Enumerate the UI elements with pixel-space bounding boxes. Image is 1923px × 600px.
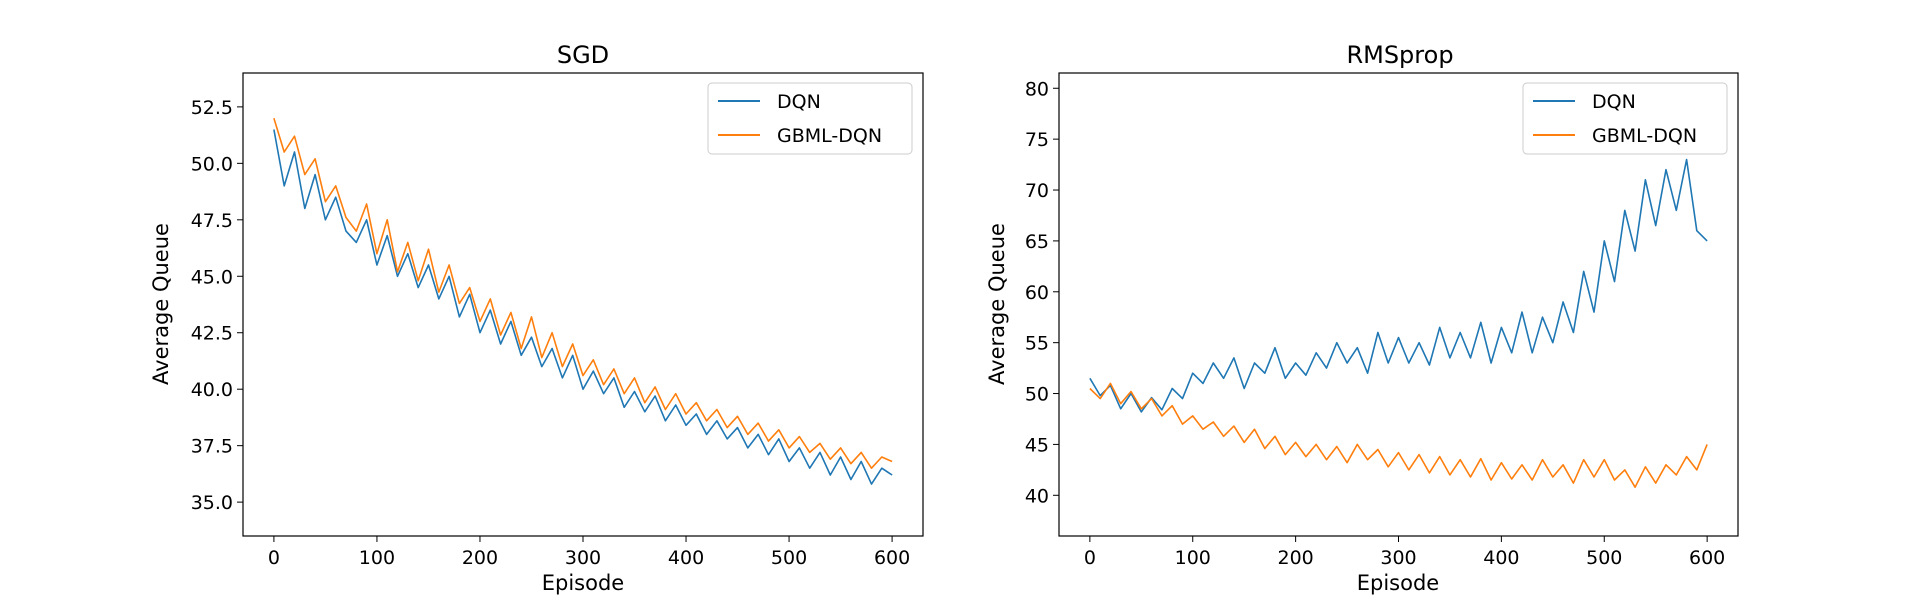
x-tick-label: 400	[668, 547, 704, 569]
x-tick-label: 0	[268, 547, 280, 569]
series-line-gbml-dqn	[1089, 382, 1708, 489]
x-tick-label: 0	[1084, 547, 1096, 569]
x-tick-label: 300	[1380, 547, 1416, 569]
x-tick-label: 300	[565, 547, 601, 569]
y-tick-label: 37.5	[191, 436, 233, 458]
x-tick-label: 100	[1175, 547, 1211, 569]
plot-area	[1089, 158, 1708, 489]
x-tick-label: 200	[462, 547, 498, 569]
x-axis-ticks: 0 100 200 300 400 500 600	[268, 536, 910, 569]
series-line-dqn	[273, 129, 893, 485]
x-axis-ticks: 0 100 200 300 400 500 600	[1084, 536, 1725, 569]
legend: DQN GBML-DQN	[1522, 82, 1728, 155]
legend-label-gbml-dqn: GBML-DQN	[1592, 125, 1697, 147]
x-tick-label: 200	[1277, 547, 1313, 569]
y-tick-label: 40.0	[191, 379, 233, 401]
y-tick-label: 70	[1025, 180, 1049, 202]
y-tick-label: 65	[1025, 231, 1049, 253]
y-tick-label: 42.5	[191, 323, 233, 345]
legend-label-gbml-dqn: GBML-DQN	[777, 125, 882, 147]
y-tick-label: 40	[1025, 485, 1049, 507]
x-tick-label: 400	[1483, 547, 1519, 569]
legend-label-dqn: DQN	[1592, 91, 1636, 113]
y-axis-ticks: 35.0 37.5 40.0 42.5 45.0 47.5 50.0 52.5	[191, 97, 243, 514]
legend-label-dqn: DQN	[777, 91, 821, 113]
x-tick-label: 500	[771, 547, 807, 569]
x-tick-label: 500	[1586, 547, 1622, 569]
y-tick-label: 45.0	[191, 266, 233, 288]
y-axis-ticks: 40 45 50 55 60 65 70 75 80	[1025, 78, 1059, 507]
y-tick-label: 52.5	[191, 97, 233, 119]
y-tick-label: 35.0	[191, 492, 233, 514]
plot-area	[273, 117, 893, 485]
y-tick-label: 75	[1025, 129, 1049, 151]
y-tick-label: 80	[1025, 78, 1049, 100]
y-axis-label: Average Queue	[985, 223, 1009, 385]
legend: DQN GBML-DQN	[707, 82, 913, 155]
chart-title: RMSprop	[1346, 41, 1453, 69]
series-line-dqn	[1089, 158, 1708, 413]
y-tick-label: 50.0	[191, 153, 233, 175]
y-axis-label: Average Queue	[149, 223, 173, 385]
y-tick-label: 50	[1025, 384, 1049, 406]
chart-sgd: SGD 0 100 200 300 400 500 600 35.0 37.5 40.0 42.5…	[149, 41, 924, 595]
x-tick-label: 600	[874, 547, 910, 569]
y-tick-label: 47.5	[191, 210, 233, 232]
x-tick-label: 100	[359, 547, 395, 569]
x-tick-label: 600	[1689, 547, 1725, 569]
y-tick-label: 55	[1025, 333, 1049, 355]
x-axis-label: Episode	[542, 571, 624, 595]
series-line-gbml-dqn	[273, 117, 893, 470]
chart-title: SGD	[557, 41, 609, 69]
y-tick-label: 45	[1025, 434, 1049, 456]
y-tick-label: 60	[1025, 282, 1049, 304]
x-axis-label: Episode	[1357, 571, 1439, 595]
chart-rmsprop: RMSprop 0 100 200 300 400 500 600 40 45 50 55 60 65…	[985, 41, 1739, 595]
